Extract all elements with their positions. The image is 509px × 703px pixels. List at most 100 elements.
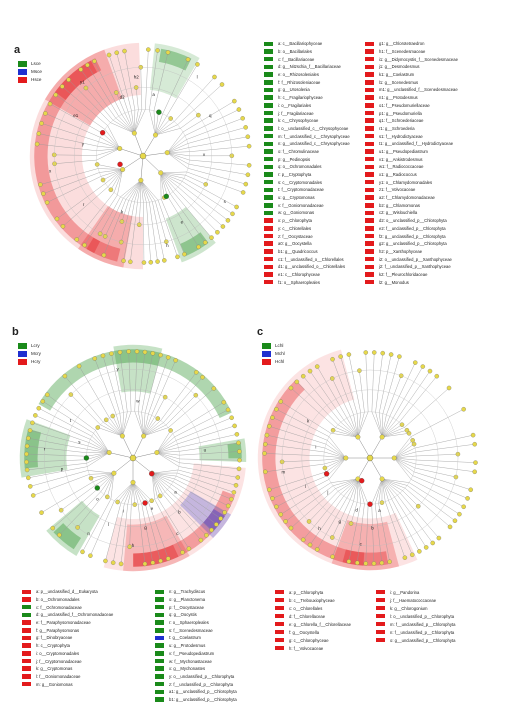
branch (62, 405, 78, 417)
leaf-node (122, 49, 126, 53)
clade-label: k (121, 209, 124, 214)
taxa-label: y1: o__Chlamydomonadales (379, 180, 432, 185)
branch (86, 453, 109, 457)
branch (39, 408, 55, 416)
leaf-node (143, 562, 147, 566)
taxa-label: l1: g__Scenedesmus (379, 80, 418, 85)
taxa-swatch (22, 643, 31, 648)
branch (410, 513, 422, 529)
branch (152, 473, 167, 489)
taxa-list-item: c: f__Bacillariaceae (264, 55, 350, 63)
taxa-swatch (22, 659, 31, 664)
taxa-label: a: c__Bacillariophyceae (278, 41, 322, 46)
taxa-list-item: g1: g__Chlorotetraedron (365, 40, 458, 48)
taxa-swatch (264, 118, 273, 123)
branch (178, 391, 191, 406)
taxa-label: c1: f__unclassified_o__Chlorellales (278, 257, 344, 262)
root-node (140, 153, 146, 159)
taxa-list-item: p: g__Pedinopsis (264, 155, 350, 163)
taxa-swatch (264, 111, 273, 116)
branch (174, 387, 186, 403)
branch (167, 153, 189, 160)
branch (394, 444, 414, 458)
branch (437, 473, 456, 477)
leaf-node (41, 399, 45, 403)
taxa-label: a: p__Chlorophyta (289, 590, 323, 595)
branch (209, 85, 222, 97)
taxa-swatch (264, 103, 273, 108)
branch (407, 485, 425, 498)
branch (182, 181, 201, 193)
taxa-list-item: c: f__Ochromonadaceae (22, 603, 113, 611)
branch (231, 146, 249, 148)
branch (125, 390, 128, 412)
taxa-label: i1: g__Didymocystis_f__Scenedesmaceae (379, 57, 458, 62)
taxa-list-item: l: f__Goniomonadaceae (22, 673, 113, 681)
branch (200, 438, 219, 442)
taxa-label: k1: g__Coelastrum (379, 72, 414, 77)
branch (65, 463, 87, 465)
taxa-label: j: f__Cryptomonadaceae (36, 659, 82, 664)
branch (64, 455, 86, 456)
taxa-label: p1: g__Pseudomuriella (379, 111, 422, 116)
leaf-node (119, 562, 123, 566)
leaf-node (274, 407, 278, 411)
leaf-node (241, 190, 245, 194)
leaf-node (88, 554, 92, 558)
taxa-label: b: o__Ochromonadales (36, 597, 80, 602)
taxa-list-item: p1: g__Pseudomuriella (365, 109, 458, 117)
leaf-node (39, 511, 43, 515)
leaf-node (215, 230, 219, 234)
leaf-node (308, 543, 312, 547)
leaf-node (54, 93, 58, 97)
branch (229, 127, 246, 132)
leaf-node (301, 538, 305, 542)
leaf-node (462, 407, 466, 411)
leaf-node (289, 526, 293, 530)
leaf-node (355, 561, 359, 565)
taxa-list-item: i: o__Cryptomonadales (22, 650, 113, 658)
clade-node (120, 434, 125, 439)
leaf-node (175, 255, 179, 259)
leaf-node (265, 433, 269, 437)
taxa-list-item: g: f__Dinobryaceae (22, 634, 113, 642)
branch (167, 143, 188, 152)
branch (218, 426, 235, 431)
taxa-swatch (264, 249, 273, 254)
branch (134, 109, 141, 133)
taxa-swatch (376, 606, 385, 611)
branch (399, 378, 407, 396)
leaf-node (471, 433, 475, 437)
branch (157, 437, 175, 453)
leaf-node (221, 224, 225, 228)
clade-label: i (123, 509, 124, 514)
taxa-list-item: l: o__unclassified_p__Chlorophyta (376, 612, 455, 620)
taxa-swatch (22, 628, 31, 633)
branch (379, 479, 383, 503)
leaf-node (174, 358, 178, 362)
taxa-swatch (275, 646, 284, 651)
branch (349, 355, 353, 372)
clade-label: l (197, 75, 198, 80)
branch (210, 215, 223, 227)
leaf-node (315, 547, 319, 551)
branch (143, 156, 161, 173)
taxa-label: e2: f__unclassified_p__Chlorophyta (379, 226, 446, 231)
clade-node (153, 133, 158, 138)
taxa-swatch (155, 590, 164, 595)
branch (178, 110, 194, 125)
branch (85, 409, 101, 425)
branch (199, 431, 218, 437)
taxa-list-item: a0: g__Oocystella (264, 240, 350, 248)
taxa-swatch (155, 651, 164, 656)
taxa-label: w: g__Goniomonas (278, 210, 314, 215)
clade-label: a (174, 490, 177, 495)
branch (167, 196, 179, 215)
clade-label: y (82, 141, 85, 146)
taxa-list-item: t: f__Cryptomonadaceae (264, 186, 350, 194)
leaf-node (270, 415, 274, 419)
taxa-label: f: f__Rhizosoleniaceae (278, 80, 320, 85)
branch (185, 175, 205, 184)
branch (123, 156, 143, 170)
taxa-list-item: j1: g__Desmodesmus (365, 63, 458, 71)
